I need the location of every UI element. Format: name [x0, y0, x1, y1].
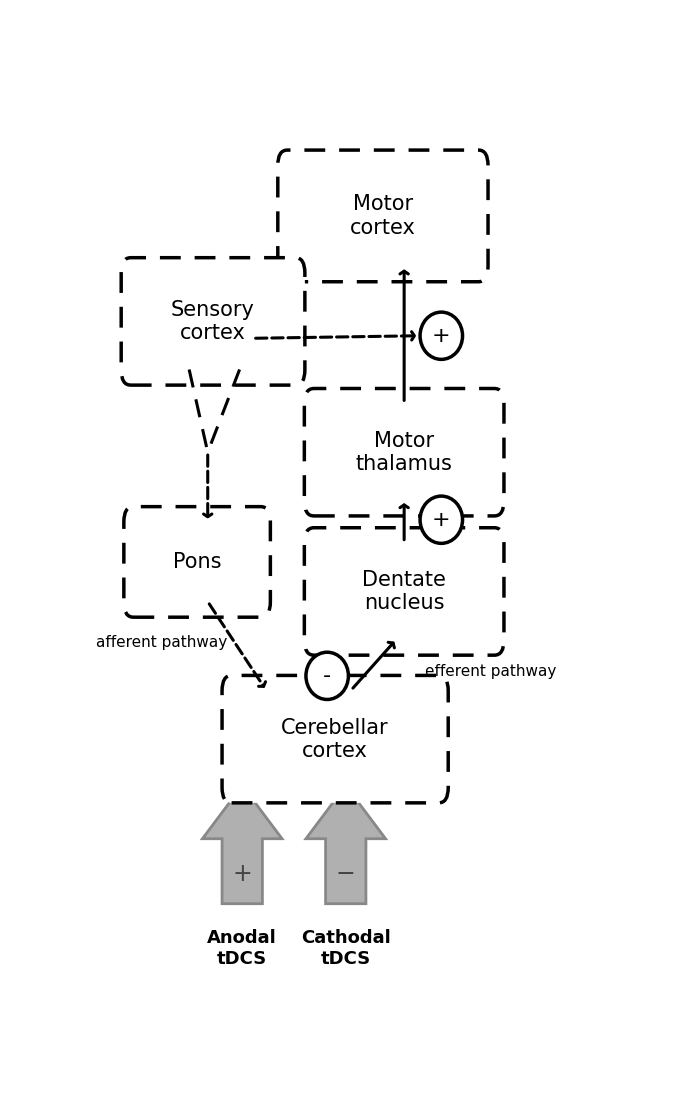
- Polygon shape: [306, 786, 386, 904]
- FancyBboxPatch shape: [124, 506, 271, 617]
- Text: -: -: [323, 666, 332, 686]
- FancyBboxPatch shape: [304, 388, 504, 516]
- Text: Sensory
cortex: Sensory cortex: [171, 300, 255, 343]
- Text: Cerebellar
cortex: Cerebellar cortex: [282, 718, 389, 761]
- Ellipse shape: [306, 652, 349, 699]
- FancyBboxPatch shape: [304, 528, 504, 655]
- Text: Dentate
nucleus: Dentate nucleus: [362, 570, 446, 613]
- Text: Cathodal
tDCS: Cathodal tDCS: [301, 929, 390, 968]
- Text: efferent pathway: efferent pathway: [425, 664, 557, 680]
- Text: +: +: [232, 863, 252, 887]
- Text: +: +: [432, 510, 451, 529]
- Text: −: −: [336, 863, 356, 887]
- Text: Pons: Pons: [173, 552, 221, 572]
- Text: Motor
cortex: Motor cortex: [350, 194, 416, 238]
- FancyBboxPatch shape: [222, 675, 448, 803]
- Polygon shape: [203, 786, 282, 904]
- Text: +: +: [432, 326, 451, 345]
- Text: Anodal
tDCS: Anodal tDCS: [208, 929, 277, 968]
- FancyBboxPatch shape: [121, 258, 305, 385]
- Ellipse shape: [420, 312, 462, 359]
- Ellipse shape: [420, 496, 462, 544]
- FancyBboxPatch shape: [278, 150, 488, 282]
- Text: afferent pathway: afferent pathway: [96, 635, 227, 650]
- Text: Motor
thalamus: Motor thalamus: [356, 431, 453, 473]
